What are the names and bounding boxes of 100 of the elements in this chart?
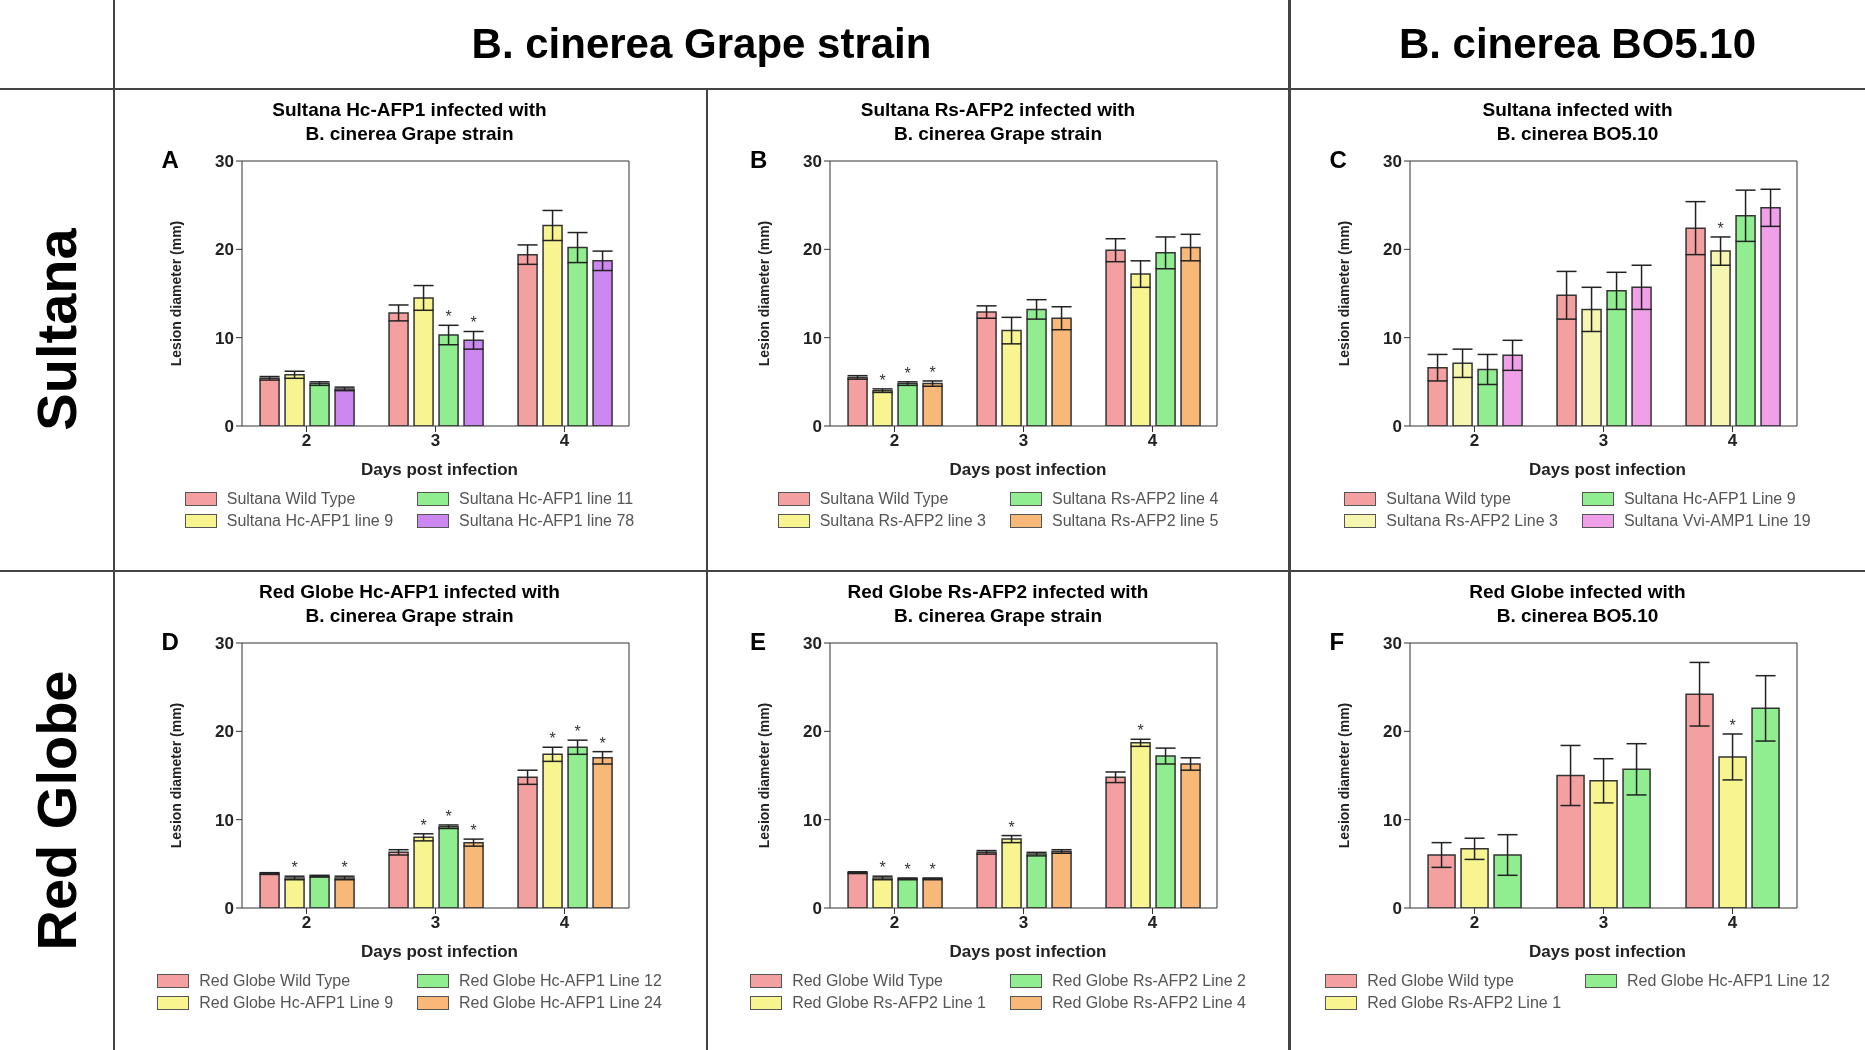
- x-tick-label: 2: [889, 431, 900, 451]
- data-label: *: [929, 363, 936, 381]
- legend-label: Sultana Hc-AFP1 Line 9: [1623, 490, 1796, 508]
- legend-label: Sultana Hc-AFP1 line 9: [226, 512, 394, 530]
- text: B. cinerea Grape strain: [471, 20, 932, 68]
- y-tick-label: 10: [803, 810, 822, 830]
- legend-label: Sultana Rs-AFP2 Line 3: [1386, 512, 1558, 530]
- y-axis-title: Lesion diameter (mm): [167, 220, 184, 367]
- data-label: *: [548, 730, 556, 748]
- data-label: *: [469, 822, 477, 840]
- x-tick-label: 3: [1018, 913, 1029, 933]
- data-label: *: [904, 860, 911, 878]
- y-tick-label: 0: [224, 417, 234, 437]
- y-tick-label: 30: [1382, 634, 1402, 654]
- y-tick-label: 10: [1382, 810, 1402, 830]
- x-tick-label: 4: [559, 431, 570, 451]
- chart-title: Red Globe infected with B. cinerea BO5.10: [1469, 580, 1686, 628]
- legend-label: Red Globe Hc-AFP1 Line 12: [1627, 972, 1830, 990]
- legend-label: Sultana Hc-AFP1 line 11: [459, 490, 634, 508]
- y-tick-label: 20: [803, 240, 822, 260]
- y-tick-label: 10: [214, 810, 234, 830]
- x-tick-label: 3: [430, 913, 440, 933]
- legend-label: Sultana Wild Type: [819, 490, 949, 508]
- x-tick-label: 2: [1469, 431, 1479, 451]
- y-axis-title: Lesion diameter (mm): [755, 220, 772, 367]
- chart-title: Red Globe Rs-AFP2 infected with B. cinerea Grape strain: [847, 580, 1149, 628]
- legend-label: Red Globe Rs-AFP2 Line 1: [1367, 994, 1562, 1012]
- x-axis-title: Days post infection: [1529, 460, 1686, 480]
- data-label: *: [1137, 722, 1144, 740]
- y-tick-label: 10: [1382, 328, 1402, 348]
- data-label: *: [879, 859, 886, 877]
- data-label: *: [573, 723, 581, 741]
- x-axis-title: Days post infection: [361, 942, 518, 962]
- y-tick-label: 10: [803, 328, 822, 348]
- data-label: *: [340, 859, 348, 877]
- x-tick-label: 4: [559, 913, 570, 933]
- legend-label: Sultana Vvi-AMP1 Line 19: [1623, 512, 1811, 530]
- x-tick-label: 4: [1147, 431, 1158, 451]
- legend-label: Sultana Rs-AFP2 line 5: [1052, 512, 1219, 530]
- y-axis-title: Lesion diameter (mm): [1335, 220, 1352, 367]
- y-axis-title: Lesion diameter (mm): [1335, 702, 1352, 849]
- x-tick-label: 2: [301, 431, 311, 451]
- y-tick-label: 0: [812, 899, 822, 919]
- legend-label: Sultana Wild type: [1386, 490, 1511, 508]
- chart-title: Sultana infected with B. cinerea BO5.10: [1482, 98, 1673, 146]
- text: C: [1329, 146, 1347, 174]
- x-axis-title: Days post infection: [949, 942, 1107, 962]
- x-axis-title: Days post infection: [1529, 942, 1686, 962]
- data-label: *: [1716, 219, 1724, 237]
- legend-label: Red Globe Rs-AFP2 Line 2: [1052, 972, 1246, 990]
- y-tick-label: 30: [214, 634, 234, 654]
- y-tick-label: 10: [214, 328, 234, 348]
- text: A: [161, 146, 179, 174]
- y-tick-label: 0: [224, 899, 234, 919]
- y-tick-label: 30: [214, 152, 234, 172]
- x-tick-label: 3: [1018, 431, 1029, 451]
- legend-label: Sultana Hc-AFP1 line 78: [459, 512, 635, 530]
- x-axis-title: Days post infection: [949, 460, 1107, 480]
- x-tick-label: 3: [1598, 913, 1608, 933]
- y-tick-label: 0: [1392, 417, 1402, 437]
- legend-label: Sultana Wild Type: [226, 490, 356, 508]
- legend-label: Red Globe Hc-AFP1 Line 9: [199, 994, 394, 1012]
- y-axis-title: Lesion diameter (mm): [755, 702, 772, 849]
- legend-label: Sultana Rs-AFP2 line 4: [1052, 490, 1219, 508]
- y-tick-label: 0: [1392, 899, 1402, 919]
- data-label: *: [1008, 818, 1015, 836]
- y-tick-label: 20: [1382, 722, 1402, 742]
- chart-title: Red Globe Hc-AFP1 infected with B. cinerea Grape strain: [259, 580, 560, 628]
- legend-label: Red Globe Wild Type: [199, 972, 351, 990]
- y-tick-label: 30: [1382, 152, 1402, 172]
- y-axis-title: Lesion diameter (mm): [167, 702, 184, 849]
- data-label: *: [904, 364, 911, 382]
- x-tick-label: 2: [889, 913, 900, 933]
- x-tick-label: 3: [1598, 431, 1608, 451]
- legend-label: Sultana Rs-AFP2 line 3: [819, 512, 986, 530]
- text: E: [750, 628, 767, 656]
- y-tick-label: 0: [812, 417, 822, 437]
- y-tick-label: 20: [214, 240, 234, 260]
- y-tick-label: 20: [1382, 240, 1402, 260]
- data-label: *: [929, 860, 936, 878]
- text: B: [750, 146, 768, 174]
- chart-title: Sultana Rs-AFP2 infected with B. cinerea Grape strain: [860, 98, 1136, 146]
- text: F: [1329, 628, 1345, 656]
- text: Red Globe: [24, 669, 89, 951]
- legend-label: Red Globe Rs-AFP2 Line 4: [1052, 994, 1246, 1012]
- chart-title: Sultana Hc-AFP1 infected with B. cinerea Grape strain: [272, 98, 547, 146]
- data-label: *: [879, 371, 886, 389]
- y-tick-label: 20: [214, 722, 234, 742]
- legend-label: Red Globe Wild type: [1367, 972, 1514, 990]
- data-label: *: [1728, 716, 1736, 734]
- data-label: *: [444, 807, 452, 825]
- data-label: *: [469, 314, 477, 332]
- text: B. cinerea BO5.10: [1398, 20, 1757, 68]
- data-label: *: [419, 816, 427, 834]
- x-tick-label: 2: [1469, 913, 1479, 933]
- x-tick-label: 4: [1147, 913, 1158, 933]
- x-tick-label: 3: [430, 431, 440, 451]
- legend-label: Red Globe Hc-AFP1 Line 12: [459, 972, 662, 990]
- legend-label: Red Globe Hc-AFP1 Line 24: [459, 994, 662, 1012]
- data-label: *: [290, 859, 298, 877]
